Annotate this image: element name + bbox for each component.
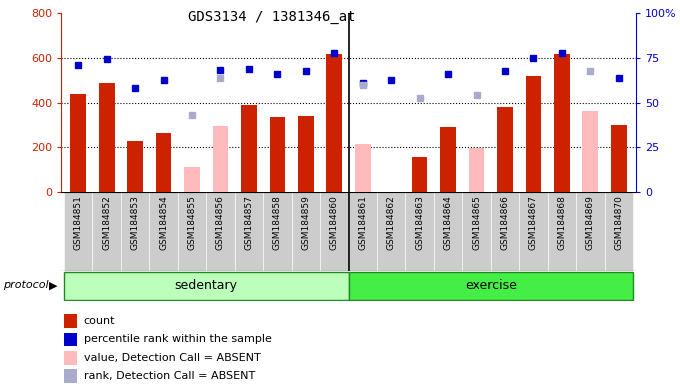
Text: GSM184853: GSM184853 bbox=[131, 195, 139, 250]
Bar bbox=[150, 192, 178, 271]
Text: percentile rank within the sample: percentile rank within the sample bbox=[84, 334, 271, 344]
Bar bbox=[440, 127, 456, 192]
Text: GSM184866: GSM184866 bbox=[500, 195, 509, 250]
Bar bbox=[156, 133, 171, 192]
Text: GSM184864: GSM184864 bbox=[443, 195, 453, 250]
Bar bbox=[469, 149, 484, 192]
Text: count: count bbox=[84, 316, 115, 326]
Text: protocol: protocol bbox=[3, 280, 49, 290]
Bar bbox=[92, 192, 121, 271]
Text: exercise: exercise bbox=[465, 279, 517, 292]
Bar bbox=[348, 272, 633, 300]
Text: GSM184863: GSM184863 bbox=[415, 195, 424, 250]
Bar bbox=[99, 83, 114, 192]
Bar bbox=[491, 192, 519, 271]
Bar bbox=[269, 117, 285, 192]
Bar bbox=[298, 116, 313, 192]
Bar bbox=[497, 107, 513, 192]
Text: GDS3134 / 1381346_at: GDS3134 / 1381346_at bbox=[188, 10, 356, 23]
Text: GSM184854: GSM184854 bbox=[159, 195, 168, 250]
Bar bbox=[326, 54, 342, 192]
Bar bbox=[263, 192, 292, 271]
Bar bbox=[434, 192, 462, 271]
Bar bbox=[526, 76, 541, 192]
Text: GSM184862: GSM184862 bbox=[387, 195, 396, 250]
Bar bbox=[127, 141, 143, 192]
Bar bbox=[178, 192, 206, 271]
Bar bbox=[348, 192, 377, 271]
Bar bbox=[206, 192, 235, 271]
Text: GSM184867: GSM184867 bbox=[529, 195, 538, 250]
Text: GSM184869: GSM184869 bbox=[585, 195, 595, 250]
Text: GSM184856: GSM184856 bbox=[216, 195, 225, 250]
Text: GSM184852: GSM184852 bbox=[102, 195, 112, 250]
Bar bbox=[519, 192, 547, 271]
Bar bbox=[121, 192, 150, 271]
Bar bbox=[241, 105, 257, 192]
Bar bbox=[64, 314, 77, 328]
Text: GSM184870: GSM184870 bbox=[614, 195, 624, 250]
Text: ▶: ▶ bbox=[49, 280, 57, 290]
Bar bbox=[64, 333, 77, 346]
Bar bbox=[462, 192, 491, 271]
Bar bbox=[611, 125, 626, 192]
Text: GSM184860: GSM184860 bbox=[330, 195, 339, 250]
Bar bbox=[583, 111, 598, 192]
Bar bbox=[184, 167, 200, 192]
Text: GSM184859: GSM184859 bbox=[301, 195, 310, 250]
Bar bbox=[64, 272, 348, 300]
Text: sedentary: sedentary bbox=[175, 279, 238, 292]
Bar bbox=[605, 192, 633, 271]
Text: rank, Detection Call = ABSENT: rank, Detection Call = ABSENT bbox=[84, 371, 255, 381]
Bar bbox=[213, 126, 228, 192]
Text: GSM184858: GSM184858 bbox=[273, 195, 282, 250]
Text: GSM184857: GSM184857 bbox=[244, 195, 254, 250]
Bar bbox=[64, 351, 77, 365]
Bar bbox=[64, 369, 77, 383]
Bar bbox=[547, 192, 576, 271]
Bar bbox=[576, 192, 605, 271]
Bar bbox=[355, 144, 371, 192]
Bar bbox=[377, 192, 405, 271]
Bar bbox=[71, 94, 86, 192]
Text: GSM184861: GSM184861 bbox=[358, 195, 367, 250]
Bar bbox=[235, 192, 263, 271]
Text: value, Detection Call = ABSENT: value, Detection Call = ABSENT bbox=[84, 353, 260, 363]
Bar bbox=[405, 192, 434, 271]
Bar bbox=[320, 192, 349, 271]
Text: GSM184851: GSM184851 bbox=[73, 195, 83, 250]
Text: GSM184855: GSM184855 bbox=[188, 195, 197, 250]
Bar bbox=[554, 54, 570, 192]
Text: GSM184865: GSM184865 bbox=[472, 195, 481, 250]
Bar bbox=[64, 192, 92, 271]
Bar bbox=[292, 192, 320, 271]
Bar bbox=[412, 157, 428, 192]
Text: GSM184868: GSM184868 bbox=[558, 195, 566, 250]
